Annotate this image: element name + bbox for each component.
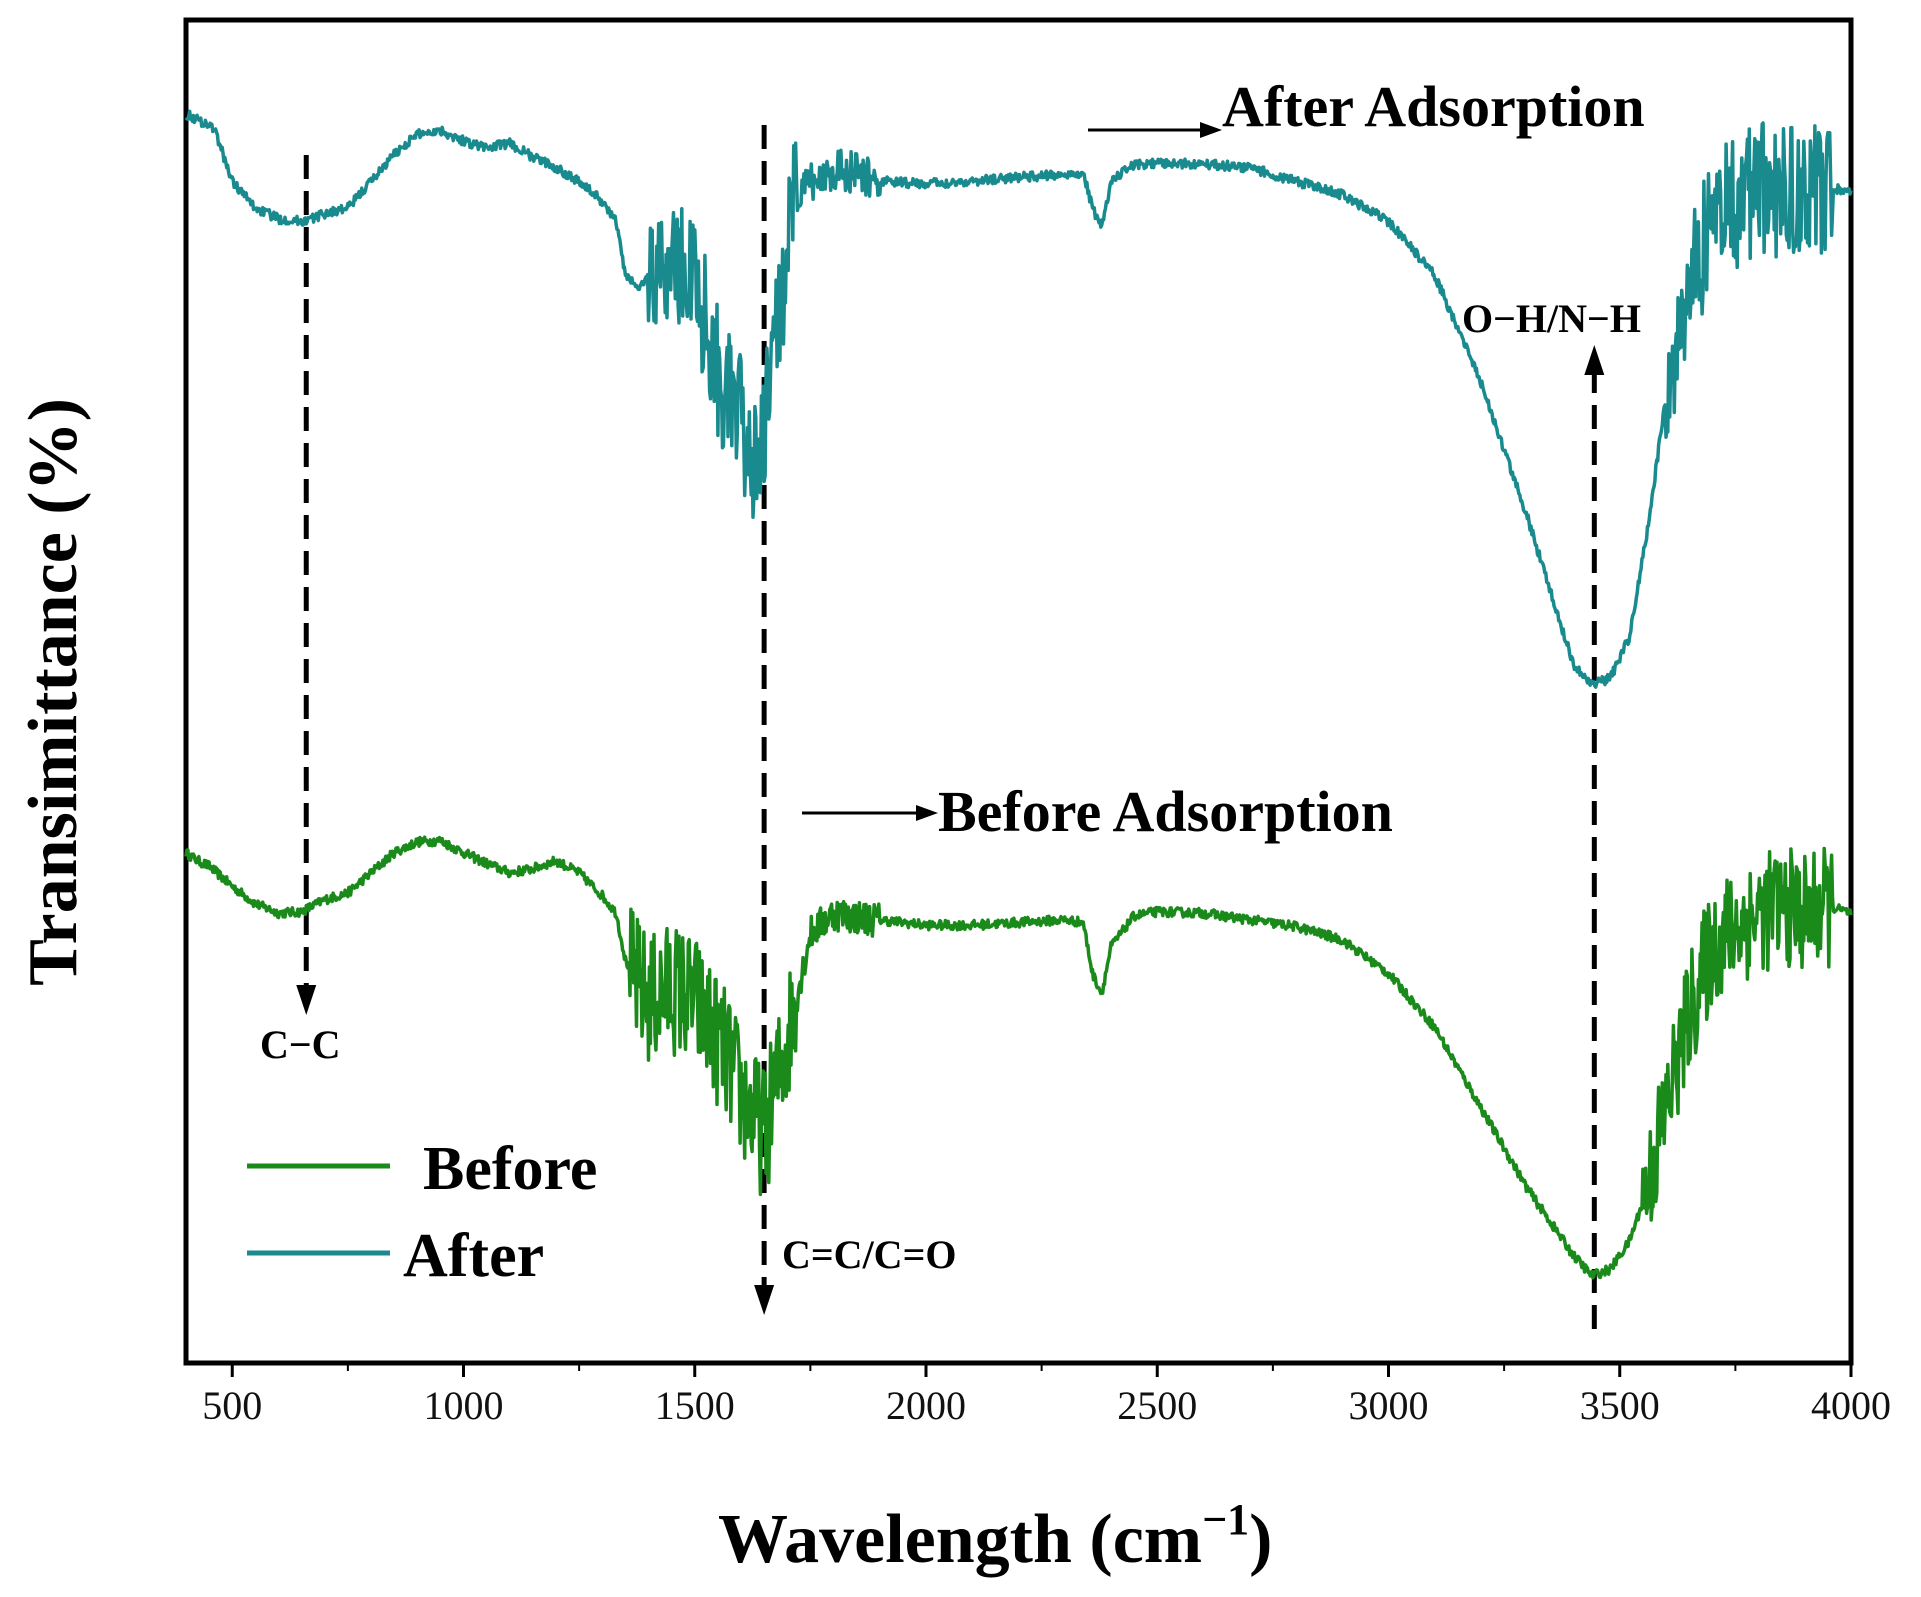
legend-label-before: Before	[423, 1135, 597, 1203]
x-axis-title-sup: −1	[1202, 1495, 1249, 1544]
x-tick-label-3000: 3000	[1349, 1383, 1429, 1428]
series-line-after	[184, 109, 1853, 689]
arrowhead-after-adsorption	[1200, 122, 1222, 138]
legend: Before After	[247, 1135, 597, 1290]
y-axis-title: Transimittance (%)	[15, 398, 92, 986]
reference-lines	[296, 125, 1605, 1340]
x-tick-label-1000: 1000	[424, 1383, 504, 1428]
annotation-c-c-c-o: C=C/C=O	[782, 1232, 956, 1277]
annotation-after-adsorption: After Adsorption	[1222, 74, 1645, 139]
reference-arrowhead-3445	[1584, 345, 1605, 375]
legend-label-after: After	[403, 1222, 544, 1290]
reference-arrowhead-1650	[754, 1285, 775, 1315]
x-axis-title-main: Wavelength (cm	[718, 1501, 1202, 1578]
x-axis-ticks: 500 1000 1500 2000 2500 3000 3500 4000	[202, 1363, 1891, 1428]
arrowhead-before-adsorption	[916, 805, 938, 821]
plot-frame	[183, 17, 1854, 1366]
x-tick-label-1500: 1500	[655, 1383, 735, 1428]
spectra-series	[184, 109, 1853, 1280]
reference-arrowhead-660	[296, 985, 317, 1015]
annotation-o-h-n-h: O−H/N−H	[1462, 296, 1641, 341]
x-tick-label-2000: 2000	[886, 1383, 966, 1428]
x-tick-label-4000: 4000	[1811, 1383, 1891, 1428]
annotation-c-c: C−C	[260, 1022, 341, 1067]
x-tick-label-500: 500	[202, 1383, 262, 1428]
series-line-before	[184, 835, 1853, 1280]
x-axis-title-close: )	[1249, 1501, 1272, 1578]
x-axis-title: Wavelength (cm−1)	[718, 1495, 1272, 1578]
x-tick-label-2500: 2500	[1117, 1383, 1197, 1428]
annotation-before-adsorption: Before Adsorption	[938, 779, 1393, 844]
x-tick-label-3500: 3500	[1580, 1383, 1660, 1428]
